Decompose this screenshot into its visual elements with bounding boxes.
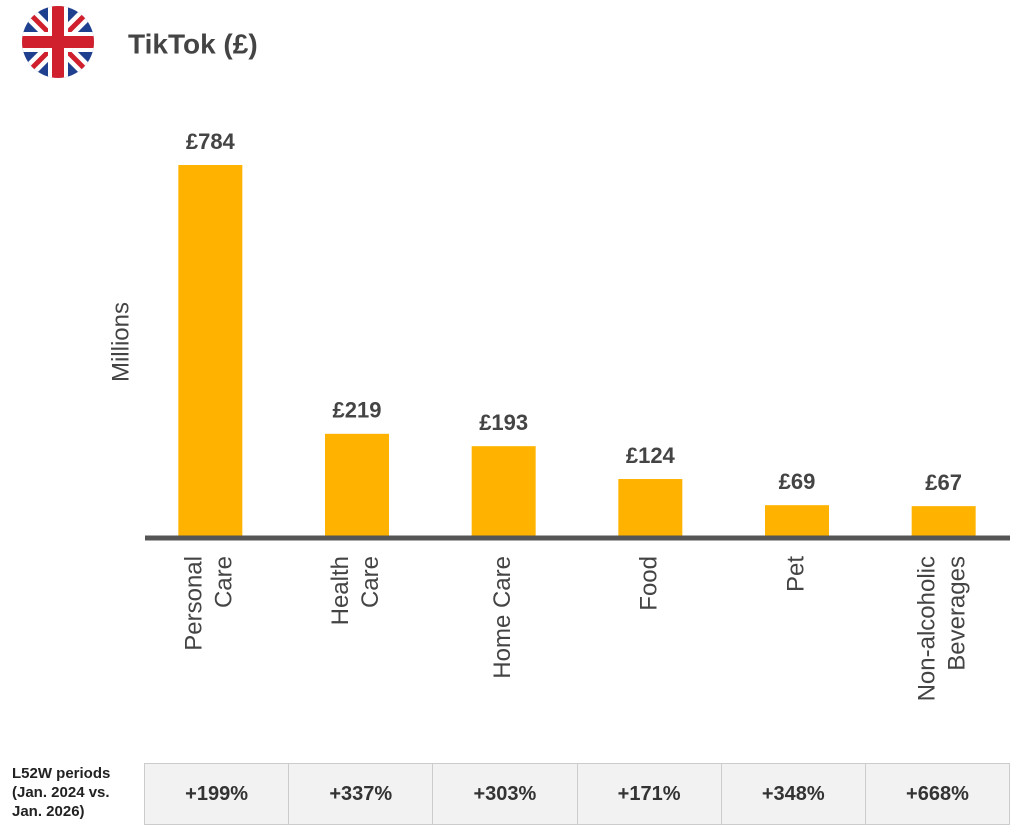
growth-cell: +303% <box>432 763 578 825</box>
growth-cell: +668% <box>864 763 1011 825</box>
bar <box>911 506 976 538</box>
y-axis-label: Millions <box>107 302 134 382</box>
value-label: £784 <box>186 129 236 154</box>
growth-cell: +337% <box>288 763 434 825</box>
row-label: L52W periods (Jan. 2024 vs. Jan. 2026) <box>12 765 111 820</box>
growth-cell: +199% <box>144 763 290 825</box>
x-tick-label: Home Care <box>489 556 516 679</box>
value-label: £124 <box>626 443 676 468</box>
x-tick-label: Non-alcoholic Beverages <box>914 556 971 701</box>
x-tick-label: Health Care <box>327 556 384 625</box>
value-label: £67 <box>925 470 962 495</box>
bar <box>618 479 683 538</box>
x-tick-label: Pet <box>782 556 809 592</box>
uk-flag <box>22 6 94 78</box>
bar <box>178 165 243 538</box>
x-tick-label: Food <box>636 556 663 611</box>
value-label: £219 <box>333 398 382 423</box>
chart: TikTok (£) Millions £784 Personal Care £219… <box>22 6 1010 701</box>
bar <box>325 433 389 538</box>
bar <box>471 446 536 538</box>
growth-row: +199% +337% +303% +171% +348% +668% <box>144 763 1011 825</box>
chart-title: TikTok (£) <box>128 28 258 59</box>
value-label: £193 <box>479 410 528 435</box>
growth-cell: +348% <box>720 763 866 825</box>
growth-cell: +171% <box>576 763 722 825</box>
value-label: £69 <box>779 469 816 494</box>
bar <box>765 505 829 538</box>
x-tick-label: Personal Care <box>181 556 238 651</box>
